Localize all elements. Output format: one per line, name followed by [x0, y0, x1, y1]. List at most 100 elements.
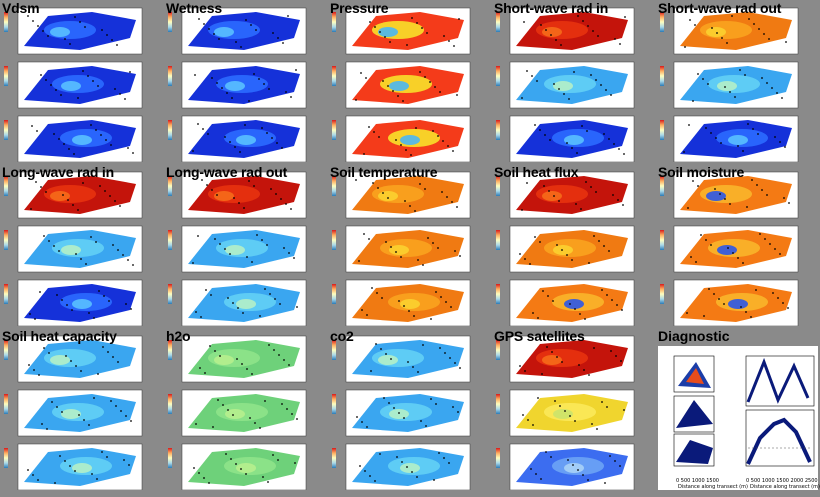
station-dot — [598, 240, 600, 242]
station-dot — [34, 318, 36, 320]
station-dot — [272, 454, 274, 456]
station-dot — [45, 79, 47, 81]
station-dot — [519, 253, 521, 255]
station-dot — [87, 75, 89, 77]
station-dot — [65, 355, 67, 357]
station-dot — [581, 125, 583, 127]
station-dot — [85, 263, 87, 265]
station-dot — [779, 141, 781, 143]
station-dot — [246, 368, 248, 370]
station-dot — [88, 312, 90, 314]
station-dot — [267, 481, 269, 483]
station-dot — [251, 373, 253, 375]
station-dot — [31, 125, 33, 127]
field-contour-inner — [400, 299, 420, 309]
station-dot — [127, 147, 129, 149]
station-dot — [426, 32, 428, 34]
field-contour-inner — [389, 245, 409, 255]
station-dot — [114, 200, 116, 202]
station-dot — [101, 29, 103, 31]
station-dot — [36, 130, 38, 132]
station-dot — [617, 199, 619, 201]
colorbar — [4, 12, 8, 32]
station-dot — [705, 239, 707, 241]
station-dot — [235, 41, 237, 43]
station-dot — [204, 372, 206, 374]
station-dot — [241, 363, 243, 365]
field-contour-inner — [378, 191, 398, 201]
field-contour-inner — [50, 191, 70, 201]
station-dot — [430, 398, 432, 400]
colorbar — [332, 340, 336, 360]
station-dot — [27, 15, 29, 17]
field-contour-inner — [400, 135, 420, 145]
station-dot — [35, 181, 37, 183]
panel-title: Short-wave rad in — [494, 0, 609, 16]
station-dot — [437, 135, 439, 137]
station-dot — [38, 374, 40, 376]
station-dot — [521, 209, 523, 211]
station-dot — [788, 202, 790, 204]
station-dot — [707, 83, 709, 85]
colorbar — [168, 176, 172, 196]
station-dot — [132, 152, 134, 154]
panel-soil-heat-capacity: Soil heat capacity — [0, 328, 160, 490]
panel-h2o: h2o — [164, 328, 324, 490]
station-dot — [79, 21, 81, 23]
station-dot — [527, 419, 529, 421]
station-dot — [117, 249, 119, 251]
diag-right-plot-2 — [745, 409, 815, 467]
station-dot — [219, 355, 221, 357]
station-dot — [221, 87, 223, 89]
station-dot — [74, 470, 76, 472]
station-dot — [595, 79, 597, 81]
station-dot — [296, 306, 298, 308]
station-dot — [769, 243, 771, 245]
station-dot — [545, 29, 547, 31]
field-contour-inner — [236, 299, 256, 309]
station-dot — [369, 475, 371, 477]
station-dot — [400, 256, 402, 258]
station-dot — [425, 425, 427, 427]
station-dot — [611, 299, 613, 301]
station-dot — [268, 344, 270, 346]
station-dot — [130, 308, 132, 310]
station-dot — [447, 145, 449, 147]
station-dot — [433, 479, 435, 481]
panel-title: Soil temperature — [330, 164, 438, 180]
station-dot — [535, 473, 537, 475]
station-dot — [539, 129, 541, 131]
station-dot — [702, 78, 704, 80]
station-dot — [380, 348, 382, 350]
station-dot — [574, 308, 576, 310]
station-dot — [622, 204, 624, 206]
station-dot — [757, 133, 759, 135]
panel-title: Wetness — [166, 0, 222, 16]
station-dot — [248, 180, 250, 182]
station-dot — [421, 27, 423, 29]
station-dot — [259, 315, 261, 317]
station-dot — [572, 464, 574, 466]
station-dot — [416, 476, 418, 478]
station-dot — [524, 370, 526, 372]
field-contour-inner — [553, 81, 573, 91]
station-dot — [453, 45, 455, 47]
station-dot — [198, 18, 200, 20]
station-dot — [753, 23, 755, 25]
station-dot — [575, 203, 577, 205]
station-dot — [737, 257, 739, 259]
station-dot — [240, 46, 242, 48]
station-dot — [573, 71, 575, 73]
station-dot — [106, 34, 108, 36]
station-dot — [111, 39, 113, 41]
station-dot — [584, 318, 586, 320]
station-dot — [239, 151, 241, 153]
station-dot — [526, 70, 528, 72]
station-dot — [456, 94, 458, 96]
colorbar — [332, 230, 336, 250]
colorbar — [4, 284, 8, 304]
station-dot — [558, 200, 560, 202]
station-dot — [422, 264, 424, 266]
panel-title: Long-wave rad in — [2, 164, 114, 180]
station-dot — [199, 367, 201, 369]
